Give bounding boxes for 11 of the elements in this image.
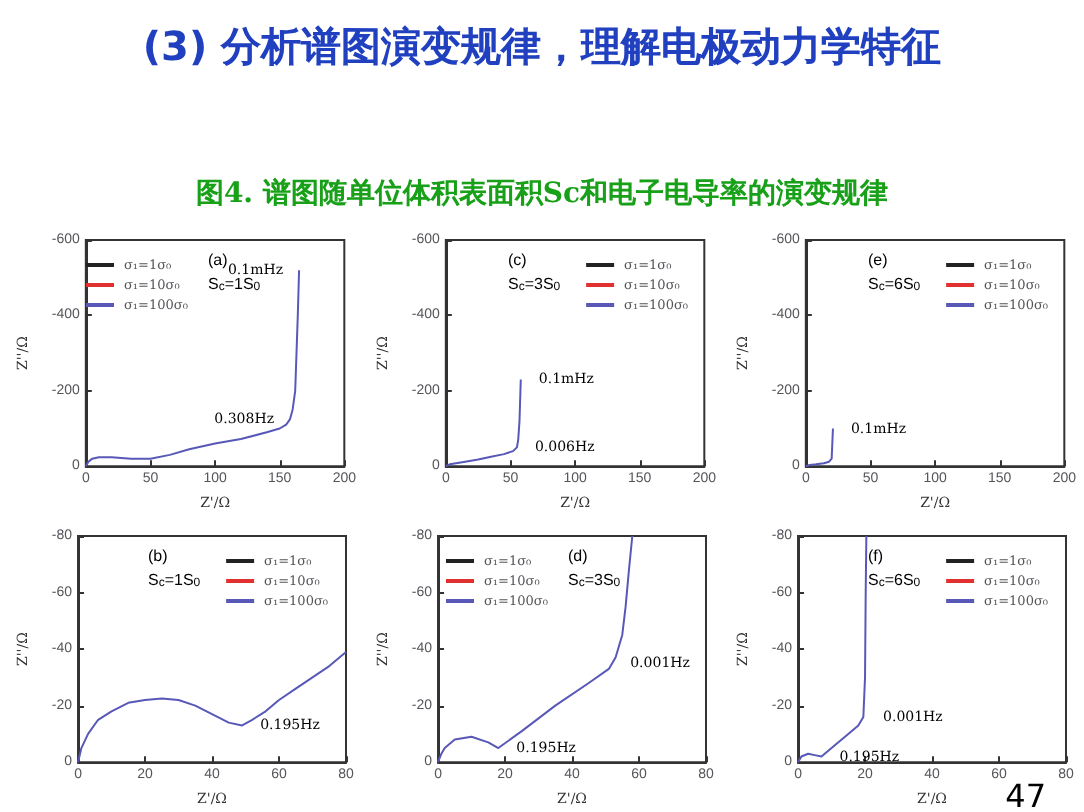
text: (3) 分析谱图演变规律，理解电极动力学特征: [140, 20, 944, 74]
annotation: (a): [208, 251, 229, 269]
annotation: (f): [868, 547, 884, 565]
text: 图4. 谱图随单位体积表面积Sc和电子电导率的演变规律: [193, 176, 891, 212]
annotation: (b): [148, 547, 169, 565]
line-series: [444, 378, 522, 468]
line-series: [804, 427, 834, 468]
text: 47: [1005, 777, 1046, 812]
annotation: (e): [868, 251, 889, 269]
annotation: (d): [568, 547, 589, 565]
annotation: (c): [508, 251, 528, 269]
